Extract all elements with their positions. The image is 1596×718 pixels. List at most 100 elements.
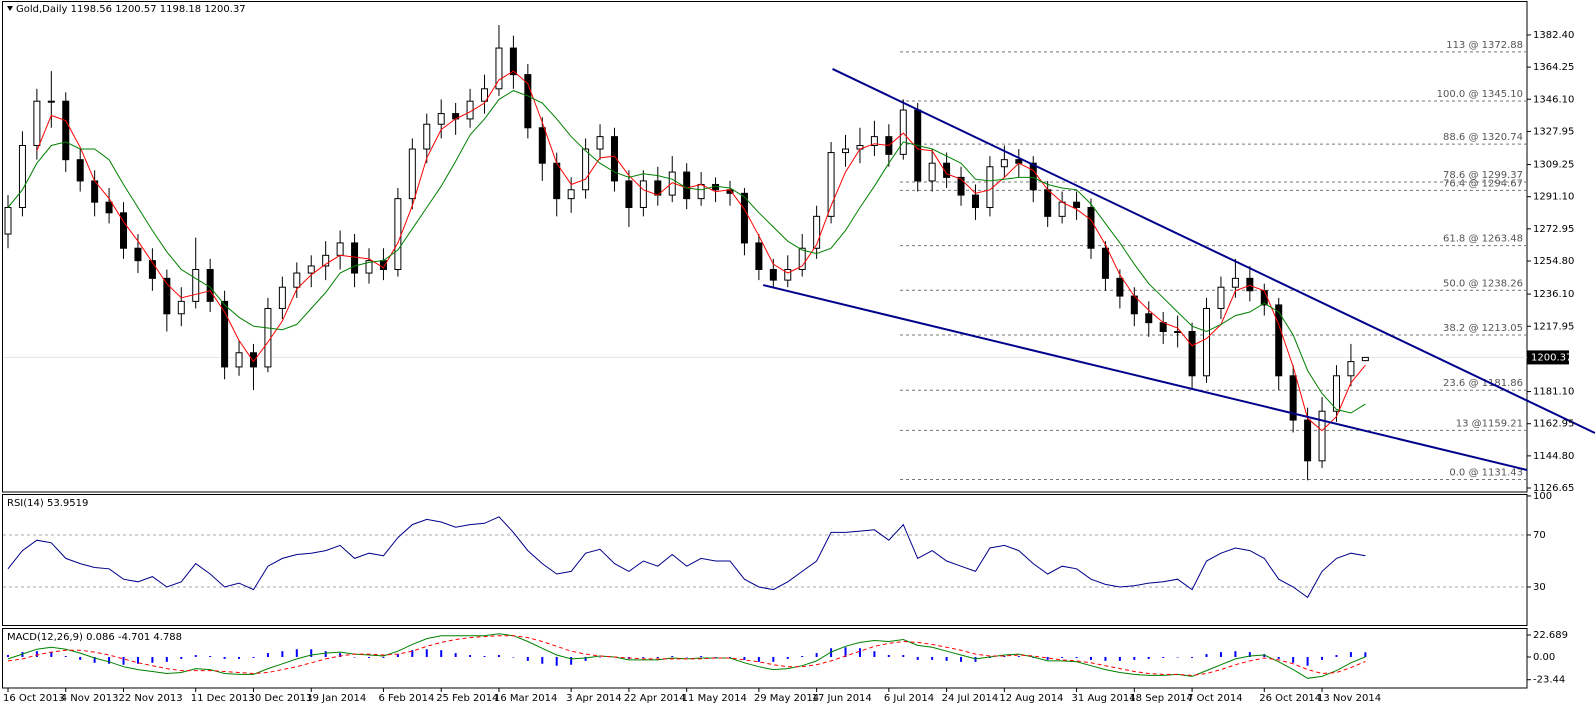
histogram-bar: [425, 649, 428, 657]
candle-body: [307, 265, 315, 274]
fib-label: 76.4 @ 1294.67: [1443, 178, 1523, 189]
y-tick-label: 0.00: [1533, 652, 1555, 663]
candle-body: [509, 47, 517, 76]
moving-average: [7, 90, 1366, 414]
candle-body: [365, 260, 373, 274]
candle-body: [943, 162, 951, 178]
histogram-bar: [368, 656, 370, 658]
candle-body: [697, 183, 705, 200]
histogram-bar: [122, 656, 125, 665]
histogram-bar: [353, 656, 356, 658]
histogram-bar: [252, 656, 255, 658]
candle-body: [1318, 410, 1326, 462]
candle-body: [567, 189, 575, 200]
x-tick-label: 17 Jun 2014: [812, 693, 872, 704]
histogram-bar: [1364, 652, 1367, 657]
histogram-value: 4.788: [153, 632, 182, 643]
candle-body: [928, 162, 936, 182]
histogram-bar: [858, 648, 861, 657]
fib-label: 23.6 @ 1181.86: [1443, 378, 1523, 389]
histogram-bar: [584, 656, 587, 661]
histogram-bar: [295, 649, 298, 657]
histogram-bar: [454, 653, 457, 657]
candle-body: [1304, 419, 1312, 462]
y-tick-label: 1144.80: [1533, 451, 1574, 462]
x-tick-label: 25 Feb 2014: [436, 693, 498, 704]
histogram-bar: [1003, 656, 1006, 657]
histogram-bar: [772, 656, 775, 662]
symbol: Gold,Daily: [16, 4, 68, 15]
y-tick-label: 22.689: [1533, 630, 1568, 641]
candle-body: [264, 307, 272, 368]
histogram-bar: [945, 656, 948, 661]
histogram-bar: [497, 655, 500, 657]
histogram-bar: [801, 656, 804, 657]
histogram-bar: [50, 652, 53, 657]
macd-title: MACD(12,26,9): [7, 632, 83, 643]
menu-arrow: [7, 6, 13, 11]
histogram-bar: [108, 656, 111, 664]
candle-body: [278, 286, 286, 309]
macd-panel-border: [2, 628, 1528, 689]
histogram-bar: [1104, 656, 1107, 661]
y-tick-label: 30: [1533, 582, 1546, 593]
x-tick-label: 16 Oct 2013: [3, 693, 65, 704]
candle-body: [394, 198, 402, 270]
x-tick-label: 24 Jul 2014: [942, 693, 999, 704]
candle-body: [120, 212, 128, 249]
y-tick-label: 1346.10: [1533, 94, 1574, 105]
histogram-bar: [1292, 656, 1295, 663]
candle-body: [1174, 331, 1182, 334]
candle-body: [1203, 307, 1211, 377]
x-tick-label: 11 Dec 2013: [191, 693, 255, 704]
histogram-bar: [1090, 656, 1092, 660]
fib-label: 50.0 @ 1238.26: [1443, 278, 1523, 289]
high: 1200.57: [115, 4, 156, 15]
candle-body: [740, 192, 748, 244]
histogram-bar: [1321, 656, 1324, 660]
histogram-bar: [35, 651, 38, 657]
x-tick-label: 26 Oct 2014: [1259, 693, 1321, 704]
histogram-bar: [960, 656, 963, 662]
price-label: 1200.37: [1531, 352, 1572, 363]
candle-body: [18, 144, 26, 208]
y-tick-label: 100: [1533, 491, 1552, 502]
candle-body: [1332, 375, 1340, 412]
histogram-bar: [714, 656, 717, 658]
histogram-bar: [1191, 656, 1194, 658]
histogram-bar: [671, 656, 674, 657]
candle-body: [524, 74, 532, 129]
low: 1198.18: [160, 4, 201, 15]
histogram-bar: [396, 654, 399, 657]
candle-body: [423, 123, 431, 150]
histogram-bar: [281, 651, 284, 657]
candle-body: [177, 300, 185, 315]
histogram-bar: [266, 653, 269, 657]
candle-body: [899, 109, 907, 155]
x-tick-label: 3 Apr 2014: [566, 693, 621, 704]
histogram-bar: [656, 656, 659, 658]
candle-body: [1361, 356, 1369, 362]
candle-body: [582, 148, 590, 191]
rsi-line: [7, 516, 1366, 599]
histogram-bar: [136, 656, 139, 664]
histogram-bar: [902, 655, 905, 657]
histogram-bar: [339, 653, 342, 657]
x-tick-label: 12 Aug 2014: [999, 693, 1063, 704]
histogram-bar: [541, 656, 544, 664]
trendline: [832, 68, 1596, 434]
histogram-bar: [786, 656, 789, 659]
histogram-bar: [1075, 656, 1078, 658]
x-tick-label: 16 Mar 2014: [494, 693, 557, 704]
candle-body: [639, 180, 647, 208]
macd-value: 0.086: [86, 632, 115, 643]
candle-body: [1289, 375, 1297, 421]
y-tick-label: 70: [1533, 530, 1546, 541]
candle-body: [351, 242, 359, 274]
candle-body: [1029, 162, 1037, 191]
histogram-bar: [223, 656, 226, 659]
y-tick-label: 1254.80: [1533, 256, 1574, 267]
fib-label: 38.2 @ 1213.05: [1443, 323, 1523, 334]
